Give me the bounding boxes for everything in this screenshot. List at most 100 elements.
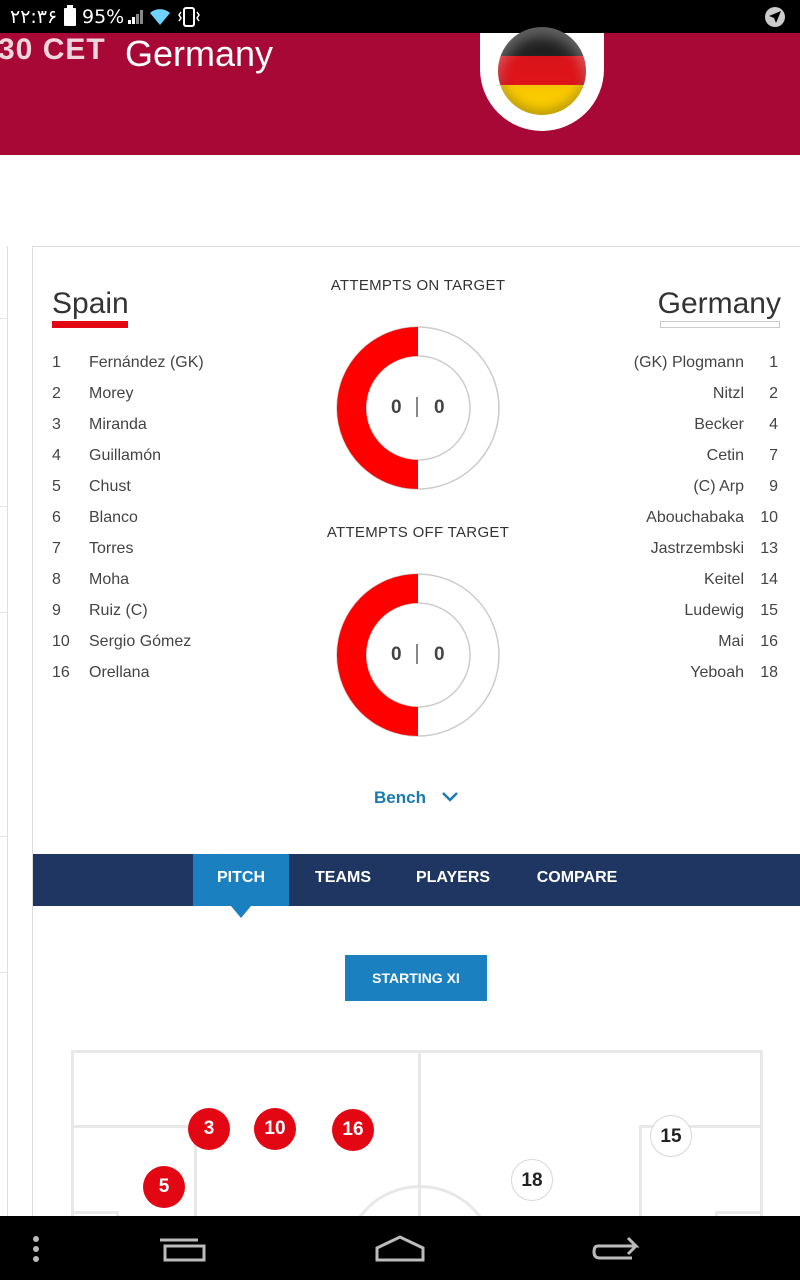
player-name: Cetin — [706, 447, 744, 464]
home-arc — [337, 574, 418, 736]
away-player-row[interactable]: 9 (C) Arp — [578, 476, 778, 507]
home-player-row[interactable]: 6 Blanco — [52, 507, 252, 538]
pitch-player-home[interactable]: 10 — [254, 1108, 296, 1150]
home-player-row[interactable]: 5 Chust — [52, 476, 252, 507]
starting-xi-button[interactable]: STARTING XI — [345, 955, 487, 1001]
away-player-row[interactable]: 15 Ludewig — [578, 600, 778, 631]
player-name: Becker — [694, 416, 744, 433]
player-name: Mai — [718, 633, 744, 650]
away-player-row[interactable]: 2 Nitzl — [578, 383, 778, 414]
player-number: 9 — [52, 602, 61, 619]
player-number: 6 — [52, 509, 61, 526]
attempts-on-target-chart: 0 0 — [335, 325, 501, 491]
player-name: Ludewig — [684, 602, 744, 619]
player-name: (GK) Plogmann — [633, 354, 744, 371]
home-team-name: Spain — [52, 287, 129, 320]
chevron-down-icon[interactable] — [441, 790, 459, 804]
away-player-row[interactable]: 10 Abouchabaka — [578, 507, 778, 538]
home-player-row[interactable]: 7 Torres — [52, 538, 252, 569]
away-player-row[interactable]: 13 Jastrzembski — [578, 538, 778, 569]
away-team-underline — [660, 321, 780, 328]
player-number: 7 — [769, 447, 778, 464]
player-number: 2 — [769, 385, 778, 402]
germany-flag-icon — [498, 27, 586, 115]
home-arc — [337, 327, 418, 489]
header-divider — [0, 185, 748, 188]
home-player-row[interactable]: 9 Ruiz (C) — [52, 600, 252, 631]
away-player-row[interactable]: 4 Becker — [578, 414, 778, 445]
pitch-player-home[interactable]: 16 — [332, 1109, 374, 1151]
recent-apps-icon[interactable] — [158, 1236, 206, 1262]
player-name: (C) Arp — [693, 478, 744, 495]
donut-on-target — [336, 326, 500, 490]
halfway-line — [418, 1053, 421, 1253]
away-on-target-value: 0 — [434, 397, 445, 418]
back-icon[interactable] — [592, 1234, 640, 1262]
vibrate-icon — [178, 7, 200, 27]
away-player-row[interactable]: 18 Yeboah — [578, 662, 778, 693]
player-name: Nitzl — [712, 385, 744, 402]
player-name: Keitel — [703, 571, 744, 588]
player-number: 1 — [769, 354, 778, 371]
player-name: Abouchabaka — [646, 509, 744, 526]
player-number: 16 — [52, 664, 70, 681]
status-time: ۲۲:۳۶ — [10, 6, 58, 28]
player-name: Fernández (GK) — [89, 354, 204, 371]
pitch-player-home[interactable]: 3 — [188, 1108, 230, 1150]
pitch-player-home[interactable]: 5 — [143, 1166, 185, 1208]
home-player-row[interactable]: 1 Fernández (GK) — [52, 352, 252, 383]
tab-pitch[interactable]: PITCH — [193, 854, 289, 918]
away-player-row[interactable]: 7 Cetin — [578, 445, 778, 476]
away-player-row[interactable]: 16 Mai — [578, 631, 778, 662]
home-player-row[interactable]: 10 Sergio Gómez — [52, 631, 252, 662]
player-number: 16 — [760, 633, 778, 650]
tab-players[interactable]: PLAYERS — [415, 869, 491, 886]
player-name: Guillamón — [89, 447, 162, 464]
player-name: Orellana — [89, 664, 150, 681]
flag-badge — [480, 27, 604, 131]
player-name: Morey — [89, 385, 134, 402]
away-off-target-value: 0 — [434, 644, 445, 665]
tab-teams[interactable]: TEAMS — [315, 869, 371, 886]
home-off-target-value: 0 — [391, 644, 402, 665]
player-number: 13 — [760, 540, 778, 557]
player-name: Chust — [89, 478, 131, 495]
player-number: 2 — [52, 385, 61, 402]
player-name: Torres — [89, 540, 134, 557]
status-bar: ۲۲:۳۶ 95% — [0, 0, 800, 33]
player-name: Ruiz (C) — [89, 602, 148, 619]
view-tabs: PITCH TEAMS PLAYERS COMPARE — [33, 854, 800, 918]
home-player-row[interactable]: 3 Miranda — [52, 414, 252, 445]
menu-dots-icon[interactable] — [30, 1234, 42, 1264]
pitch-player-away[interactable]: 18 — [511, 1159, 553, 1201]
player-name: Yeboah — [690, 664, 744, 681]
player-number: 7 — [52, 540, 61, 557]
navigation-icon — [765, 7, 785, 27]
home-player-row[interactable]: 8 Moha — [52, 569, 252, 600]
attempts-on-target-title: ATTEMPTS ON TARGET — [330, 277, 506, 294]
away-player-row[interactable]: 1 (GK) Plogmann — [578, 352, 778, 383]
home-icon[interactable] — [374, 1234, 426, 1262]
away-player-row[interactable]: 14 Keitel — [578, 569, 778, 600]
away-roster: 1 (GK) Plogmann 2 Nitzl 4 Becker 7 Cetin 9 (C) Ar… — [578, 352, 778, 693]
left-panel-edge — [0, 246, 8, 1216]
header-team-name: Germany — [125, 33, 274, 74]
player-name: Sergio Gómez — [89, 633, 192, 650]
home-player-row[interactable]: 2 Morey — [52, 383, 252, 414]
player-number: 9 — [769, 478, 778, 495]
home-player-row[interactable]: 16 Orellana — [52, 662, 252, 693]
tab-compare[interactable]: COMPARE — [536, 869, 618, 886]
player-name: Blanco — [89, 509, 138, 526]
player-number: 10 — [760, 509, 778, 526]
signal-icon — [128, 10, 143, 24]
player-number: 14 — [760, 571, 778, 588]
home-player-row[interactable]: 4 Guillamón — [52, 445, 252, 476]
donut-off-target — [336, 573, 500, 737]
value-separator — [416, 644, 418, 664]
player-name: Jastrzembski — [650, 540, 744, 557]
wifi-icon — [150, 9, 170, 25]
pitch-player-away[interactable]: 15 — [650, 1115, 692, 1157]
home-on-target-value: 0 — [391, 397, 402, 418]
bench-toggle[interactable]: Bench — [374, 788, 426, 807]
